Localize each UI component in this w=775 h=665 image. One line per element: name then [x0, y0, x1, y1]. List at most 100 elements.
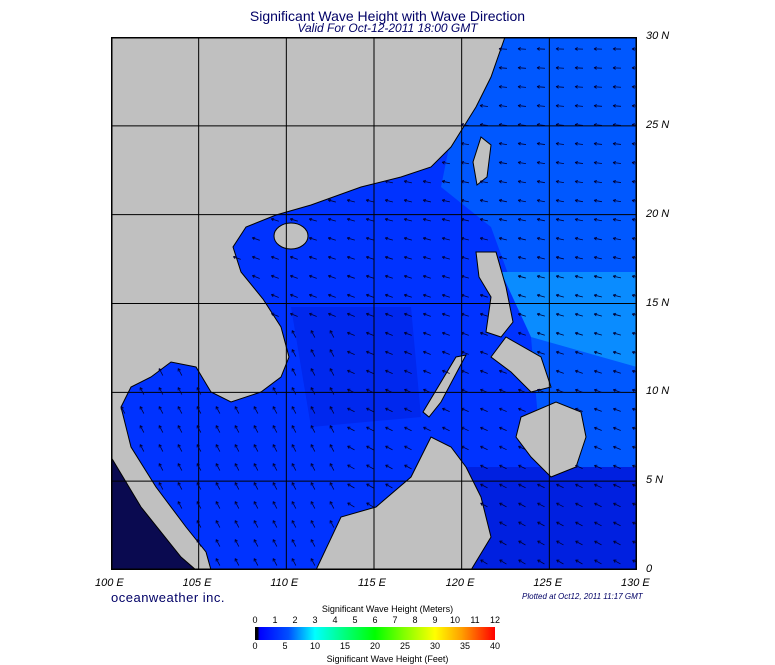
wave-arrow: [441, 331, 450, 336]
wave-arrow: [272, 406, 278, 414]
wave-arrow: [460, 198, 469, 203]
wave-arrow: [479, 350, 488, 355]
wave-arrow: [517, 255, 526, 260]
wave-arrow: [272, 387, 278, 395]
wave-arrow: [479, 104, 489, 108]
wave-arrow: [403, 179, 412, 184]
wave-arrow: [574, 217, 584, 222]
wave-arrow: [612, 161, 622, 165]
wave-arrow: [460, 331, 469, 336]
wave-arrow: [574, 407, 583, 412]
wave-arrow: [612, 293, 621, 298]
wave-arrow: [612, 369, 621, 374]
wave-arrow: [346, 312, 355, 317]
wave-arrow: [441, 236, 450, 241]
wave-arrow: [517, 85, 527, 89]
latitude-label: 10 N: [646, 385, 670, 398]
wave-arrow: [536, 236, 545, 241]
wave-arrow: [517, 217, 526, 222]
wave-arrow: [442, 426, 450, 432]
wave-arrow: [479, 198, 488, 203]
wave-arrow: [574, 369, 583, 374]
wave-arrow: [574, 236, 583, 241]
wave-arrow: [422, 369, 431, 374]
wave-arrow: [251, 236, 260, 241]
wave-arrow: [329, 463, 335, 471]
wave-arrow: [215, 406, 221, 414]
wave-arrow: [555, 104, 565, 108]
colorbar-tick: 20: [369, 641, 380, 651]
wave-arrow: [517, 160, 527, 165]
latitude-label: 20 N: [646, 207, 670, 220]
wave-arrow: [593, 426, 602, 431]
wave-arrow: [498, 198, 507, 203]
wave-arrow: [346, 236, 355, 241]
colorbar-tick: 6: [372, 615, 378, 625]
borneo: [315, 436, 492, 570]
wave-arrow: [612, 407, 621, 412]
wave-arrow: [291, 501, 297, 509]
wave-arrow: [234, 482, 240, 490]
wave-arrow: [574, 85, 584, 89]
wave-arrow: [555, 274, 564, 279]
wave-arrow: [594, 464, 602, 469]
wave-arrow: [593, 274, 602, 279]
wave-arrow: [593, 217, 603, 222]
wave-arrow: [365, 255, 374, 260]
wave-arrow: [215, 463, 221, 471]
wave-arrow: [479, 179, 489, 184]
wave-arrow: [593, 350, 602, 355]
wave-arrow: [215, 558, 221, 566]
wave-arrow: [479, 312, 488, 317]
colorbar-tick: 30: [429, 641, 440, 651]
wave-arrow: [574, 161, 584, 165]
wave-arrow: [385, 369, 393, 374]
wave-arrow: [270, 274, 279, 279]
wave-arrow: [499, 426, 507, 431]
wave-arrow: [460, 179, 469, 184]
wave-arrow: [518, 502, 526, 508]
wave-arrow: [498, 179, 508, 184]
wave-arrow: [498, 217, 507, 222]
wave-arrow: [612, 47, 622, 51]
wave-arrow: [158, 406, 164, 414]
wave-arrow: [537, 559, 545, 565]
wave-arrow: [291, 539, 297, 547]
wave-arrow: [593, 161, 603, 165]
wave-arrow: [291, 406, 297, 414]
wave-arrow: [289, 217, 298, 222]
wave-arrow: [158, 482, 164, 490]
wave-arrow: [555, 236, 564, 241]
wave-arrow: [327, 198, 336, 203]
wave-arrow: [594, 483, 602, 489]
wave-arrow: [593, 66, 603, 70]
wave-arrow: [517, 142, 527, 146]
wave-arrow: [404, 464, 412, 470]
wave-arrow: [612, 85, 622, 89]
wave-arrow: [384, 331, 393, 336]
wave-arrow: [517, 66, 527, 70]
colorbar-tick: 35: [459, 641, 470, 651]
wave-arrow: [403, 312, 412, 317]
latitude-label: 0: [646, 563, 653, 575]
wave-arrow: [479, 293, 488, 298]
wave-arrow: [384, 179, 393, 184]
wave-arrow: [593, 179, 603, 184]
wave-arrow: [612, 198, 622, 203]
wave-arrow: [177, 387, 183, 395]
wave-arrow: [234, 501, 240, 509]
wave-arrow: [308, 293, 317, 298]
wave-arrow: [441, 255, 450, 260]
wave-arrow: [291, 482, 297, 490]
wave-arrow: [196, 501, 202, 509]
wave-arrow: [196, 387, 202, 395]
wave-arrow: [612, 445, 621, 450]
colorbar-tick: 9: [432, 615, 438, 625]
wave-arrow: [517, 123, 527, 127]
wave-arrow: [574, 350, 583, 355]
wave-arrow: [366, 483, 374, 489]
wave-arrow: [480, 502, 488, 508]
wave-arrow: [384, 217, 393, 222]
wave-arrow: [347, 502, 355, 508]
wave-arrow: [461, 407, 469, 412]
